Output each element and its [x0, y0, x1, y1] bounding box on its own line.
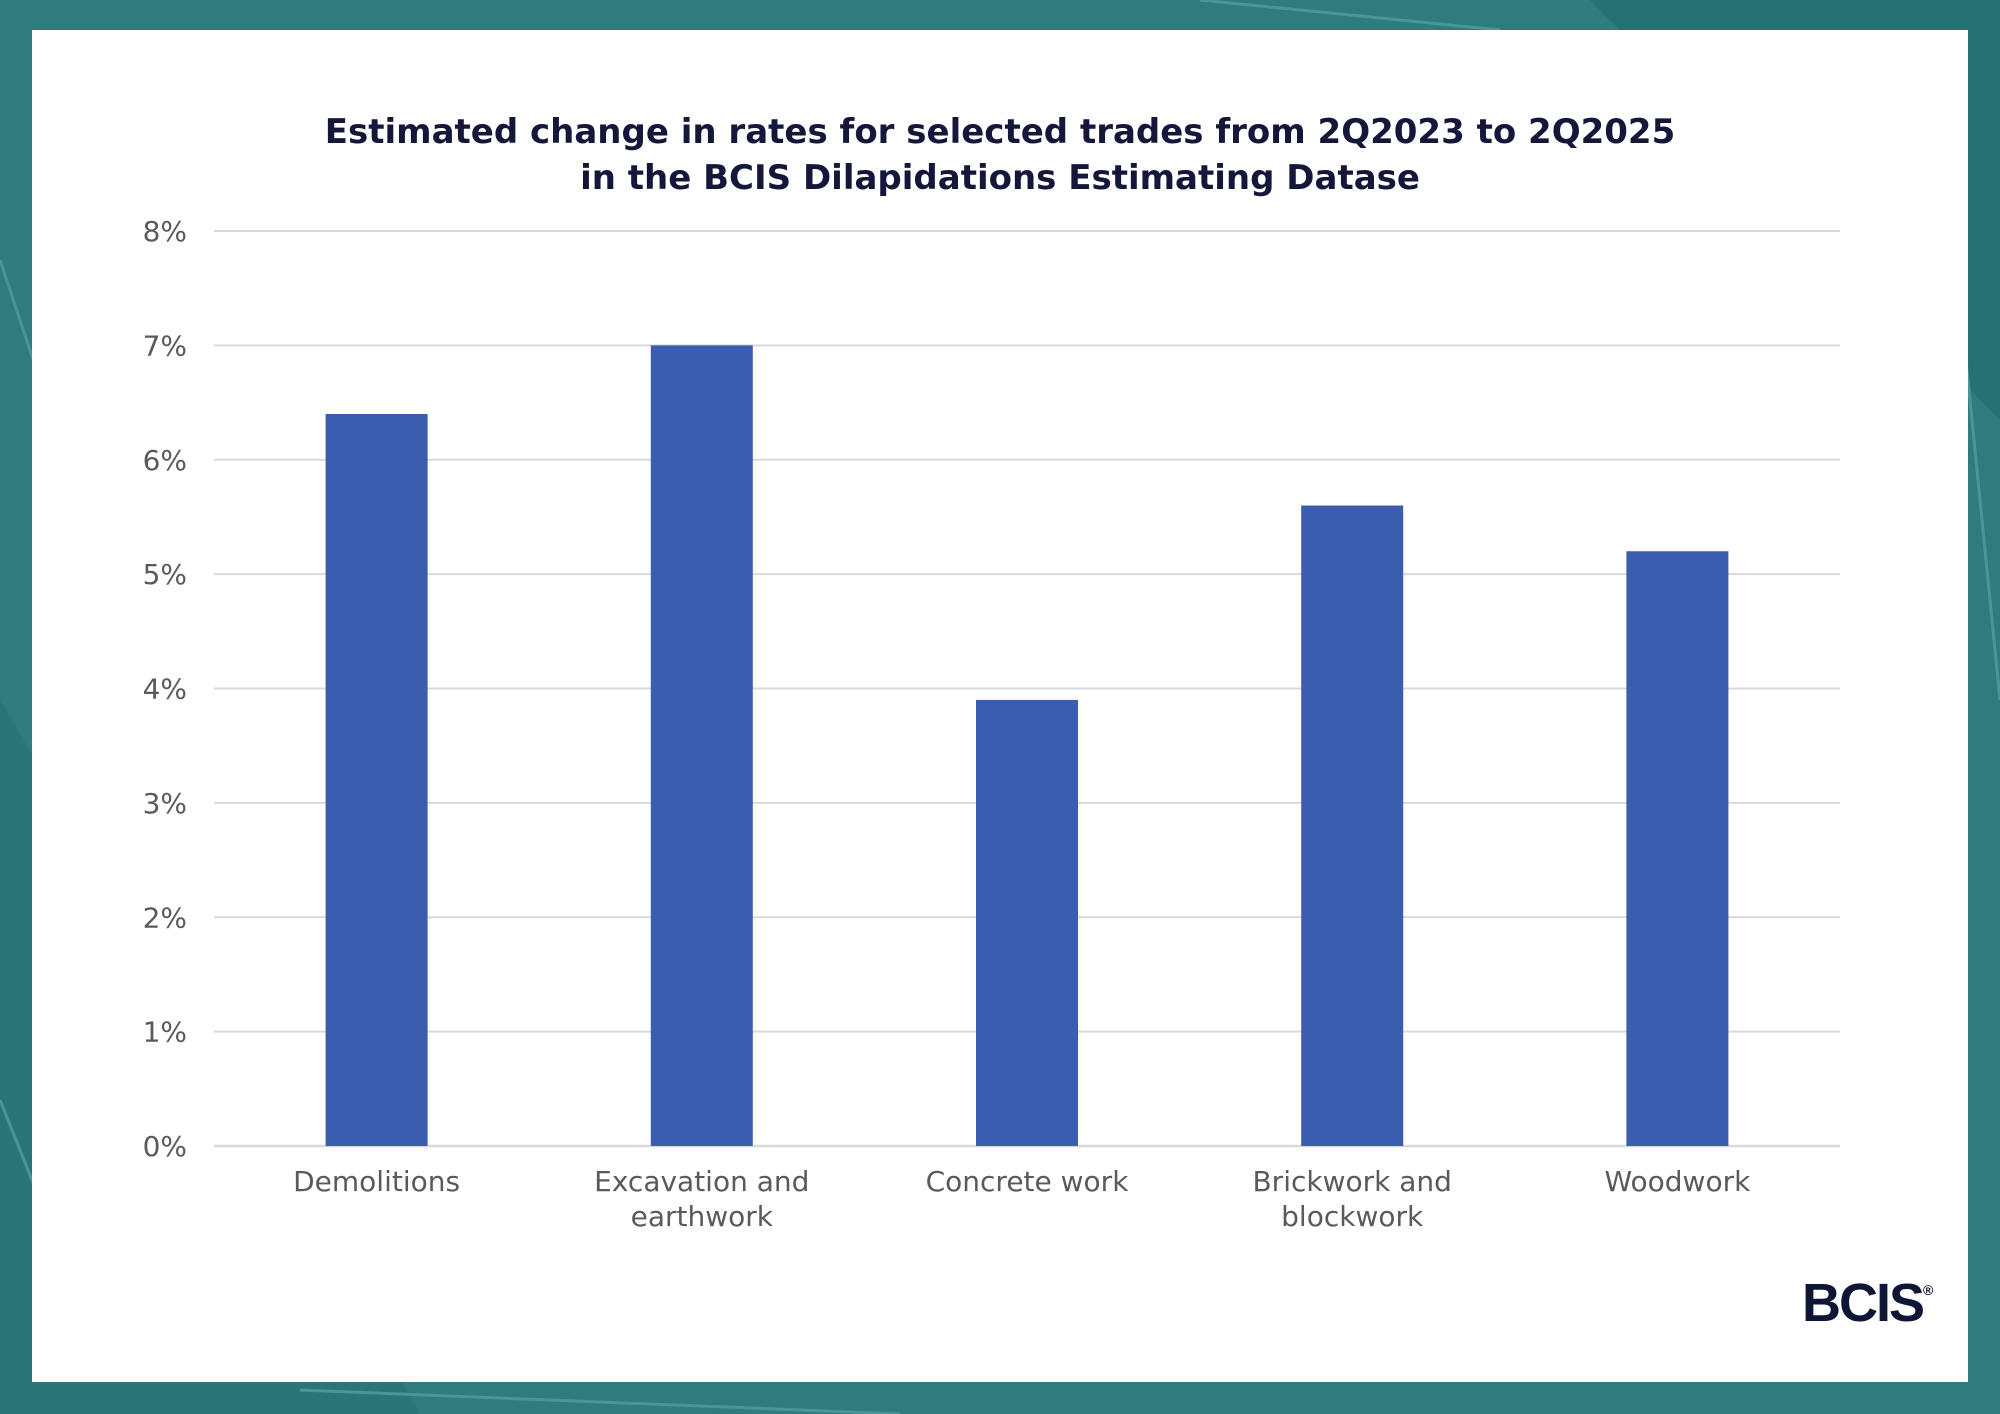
chart-title-line-2: in the BCIS Dilapidations Estimating Dat…	[580, 158, 1420, 198]
y-tick-label: 2%	[143, 901, 187, 934]
registered-mark: ®	[1923, 1282, 1934, 1298]
bar	[976, 699, 1078, 1146]
y-tick-label: 3%	[143, 787, 187, 820]
bar	[650, 345, 753, 1146]
bar	[1301, 505, 1404, 1146]
x-tick-label-line: Demolitions	[293, 1165, 460, 1198]
y-tick-label: 1%	[143, 1016, 187, 1049]
chart-card: Estimated change in rates for selected t…	[32, 30, 1968, 1382]
x-axis-labels: Demolitions Excavation and earthwork Concre…	[293, 1165, 1751, 1233]
y-tick-label: 5%	[143, 558, 187, 591]
x-tick-label: Brickwork and blockwork	[1252, 1165, 1451, 1233]
bar	[1626, 551, 1729, 1146]
x-tick-label: Woodwork	[1604, 1165, 1751, 1198]
bcis-logo: BCIS®	[1802, 1272, 1933, 1334]
x-tick-label-line: earthwork	[631, 1200, 774, 1233]
bar-chart: 0% 1% 2% 3% 4% 5% 6% 7% 8% Demolitions Excavation…	[143, 215, 1840, 1233]
y-tick-label: 4%	[143, 673, 187, 706]
x-tick-label: Concrete work	[926, 1165, 1130, 1198]
x-tick-label-line: blockwork	[1281, 1200, 1424, 1233]
y-tick-label: 7%	[143, 329, 187, 362]
x-tick-label-line: Woodwork	[1604, 1165, 1751, 1198]
bars	[325, 345, 1729, 1146]
y-tick-label: 0%	[143, 1130, 187, 1163]
y-axis-ticks: 0% 1% 2% 3% 4% 5% 6% 7% 8%	[143, 215, 187, 1163]
x-tick-label-line: Excavation and	[594, 1165, 809, 1198]
x-tick-label-line: Concrete work	[926, 1165, 1130, 1198]
y-tick-label: 6%	[143, 444, 187, 477]
bar	[325, 414, 428, 1146]
x-tick-label-line: Brickwork and	[1252, 1165, 1451, 1198]
x-tick-label: Demolitions	[293, 1165, 460, 1198]
logo-text: BCIS	[1802, 1273, 1925, 1333]
x-tick-label: Excavation and earthwork	[594, 1165, 809, 1233]
y-tick-label: 8%	[143, 215, 187, 248]
chart-title-line-1: Estimated change in rates for selected t…	[324, 112, 1676, 152]
